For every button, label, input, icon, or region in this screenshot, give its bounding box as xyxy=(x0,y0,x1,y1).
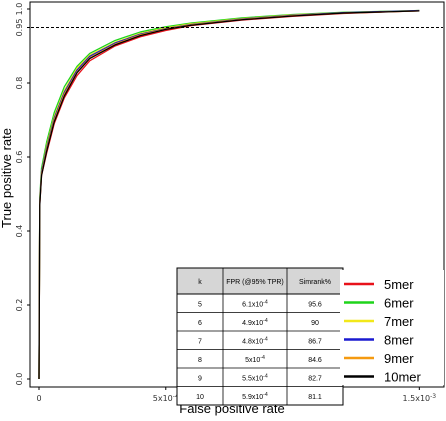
x-tick-label: 5x10-4 xyxy=(153,393,179,403)
table-cell: 90 xyxy=(311,320,319,327)
legend-label-9mer: 9mer xyxy=(384,351,414,366)
table-cell: 5.9x10-4 xyxy=(242,392,268,401)
x-tick-label: 1.5x10-3 xyxy=(403,393,437,403)
table-cell: 5.5x10-4 xyxy=(242,373,268,382)
table-cell: 84.6 xyxy=(308,357,322,364)
table-cell: 4.8x10-4 xyxy=(242,336,268,345)
table-cell: 86.7 xyxy=(308,338,322,345)
x-tick-label: 0 xyxy=(36,394,41,403)
table-header-cell: k xyxy=(198,279,202,286)
legend-label-5mer: 5mer xyxy=(384,277,414,292)
y-tick-label: 0.2 xyxy=(15,299,24,312)
y-tick-label: 1.0 xyxy=(15,3,24,16)
table-cell: 7 xyxy=(198,338,202,345)
table-cell: 9 xyxy=(198,375,202,382)
legend: 5mer 6mer 7mer 8mer 9mer 10mer xyxy=(340,270,444,385)
table-cell: 81.1 xyxy=(308,394,322,401)
legend-background xyxy=(340,270,444,385)
table-header-cell: FPR (@95% TPR) xyxy=(226,279,284,286)
legend-label-8mer: 8mer xyxy=(384,333,414,348)
table-cell: 8 xyxy=(198,357,202,364)
legend-label-6mer: 6mer xyxy=(384,296,414,311)
y-tick-label: 0.6 xyxy=(15,151,24,164)
y-axis-title: True positive rate xyxy=(0,128,14,228)
table-cell: 95.6 xyxy=(308,301,322,308)
table-cell: 82.7 xyxy=(308,375,322,382)
table-header-cell: Simrank% xyxy=(299,279,331,286)
summary-table: k FPR (@95% TPR) Simrank% 5 6.1x10-4 95.6 6 4.9… xyxy=(176,267,344,406)
table-cell: 6 xyxy=(198,320,202,327)
series-line-10mer xyxy=(38,10,420,380)
y-tick-label: 0.8 xyxy=(15,77,24,90)
y-tick-label: 0.0 xyxy=(15,373,24,386)
table-cell: 5x10-4 xyxy=(245,355,265,364)
y-tick-label: 0.4 xyxy=(15,225,24,238)
table-cell: 4.9x10-4 xyxy=(242,318,268,327)
legend-label-7mer: 7mer xyxy=(384,314,414,329)
y-axis-ticks: 0.0 0.2 0.4 0.6 0.8 0.95 1.0 xyxy=(15,3,30,386)
series-layer xyxy=(38,9,420,380)
table-cell: 10 xyxy=(196,394,204,401)
legend-label-10mer: 10mer xyxy=(384,370,422,385)
table-cell: 5 xyxy=(198,301,202,308)
table-cell: 6.1x10-4 xyxy=(242,299,268,308)
y-tick-label: 0.95 xyxy=(15,19,24,37)
